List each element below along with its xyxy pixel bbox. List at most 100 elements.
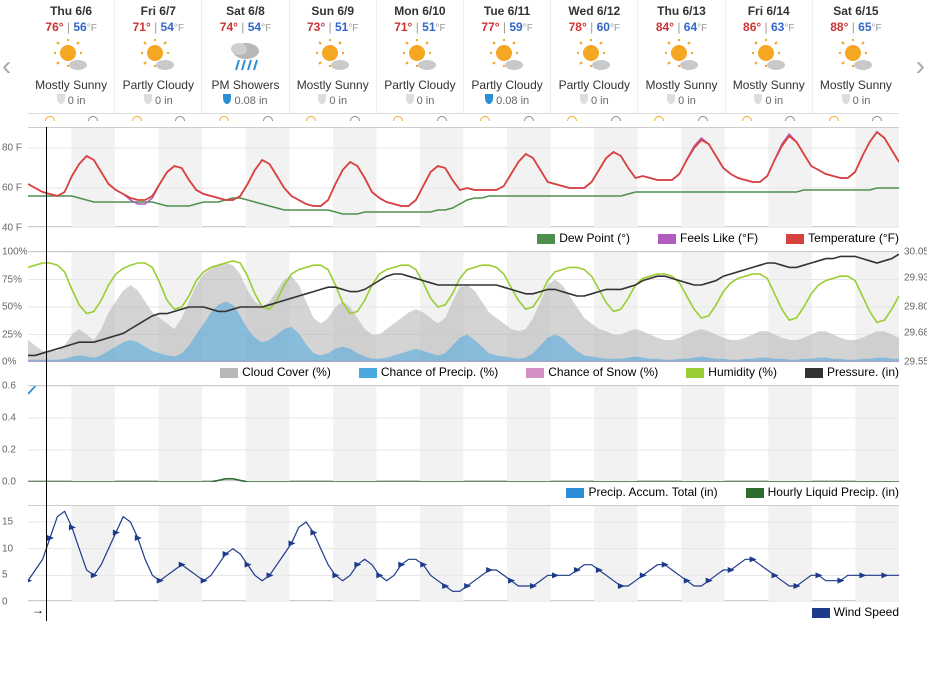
temp-unit: °F bbox=[697, 23, 707, 34]
low-temp: 51 bbox=[335, 20, 348, 34]
temp-unit: °F bbox=[523, 23, 533, 34]
high-temp: 78° bbox=[569, 20, 587, 34]
temp-unit: °F bbox=[174, 23, 184, 34]
weather-icon bbox=[551, 36, 637, 76]
next-arrow[interactable]: › bbox=[916, 50, 925, 82]
axis-tick-label: 100% bbox=[2, 247, 28, 258]
precip-label: 0.08 in bbox=[202, 94, 288, 107]
day-column[interactable]: Sun 6/9 73° | 51°F Mostly Sunny 0 in bbox=[290, 0, 377, 113]
raindrop-icon bbox=[57, 94, 65, 104]
day-column[interactable]: Tue 6/11 77° | 59°F Partly Cloudy 0.08 i… bbox=[464, 0, 551, 113]
weather-icon bbox=[464, 36, 550, 76]
condition-label: Partly Cloudy bbox=[115, 78, 201, 92]
condition-label: Partly Cloudy bbox=[377, 78, 463, 92]
axis-tick-label: 25% bbox=[2, 329, 22, 340]
high-temp: 86° bbox=[743, 20, 761, 34]
temp-unit: °F bbox=[87, 23, 97, 34]
low-temp: 59 bbox=[509, 20, 522, 34]
day-temps: 74° | 54°F bbox=[202, 20, 288, 34]
day-temps: 77° | 59°F bbox=[464, 20, 550, 34]
day-temps: 71° | 54°F bbox=[115, 20, 201, 34]
legend-swatch bbox=[537, 234, 555, 244]
sunrise-icon bbox=[480, 116, 490, 121]
day-label: Tue 6/11 bbox=[464, 4, 550, 18]
precip-label: 0 in bbox=[551, 94, 637, 107]
moonrise-icon bbox=[88, 116, 98, 121]
legend-swatch bbox=[526, 368, 544, 378]
day-column[interactable]: Thu 6/13 84° | 64°F Mostly Sunny 0 in bbox=[638, 0, 725, 113]
sun-moon-cell bbox=[376, 114, 463, 123]
legend-swatch bbox=[686, 368, 704, 378]
sunrise-icon bbox=[742, 116, 752, 121]
legend-item: Chance of Precip. (%) bbox=[345, 365, 498, 379]
moonrise-icon bbox=[350, 116, 360, 121]
day-temps: 76° | 56°F bbox=[28, 20, 114, 34]
condition-label: Mostly Sunny bbox=[290, 78, 376, 92]
legend-swatch bbox=[359, 368, 377, 378]
temp-unit: °F bbox=[348, 23, 358, 34]
charts-area: 40 F60 F80 F Dew Point (°)Feels Like (°F… bbox=[28, 127, 899, 621]
moonrise-icon bbox=[872, 116, 882, 121]
day-column[interactable]: Fri 6/14 86° | 63°F Mostly Sunny 0 in bbox=[726, 0, 813, 113]
day-column[interactable]: Mon 6/10 71° | 51°F Partly Cloudy 0 in bbox=[377, 0, 464, 113]
prev-arrow[interactable]: ‹ bbox=[2, 50, 11, 82]
sunrise-icon bbox=[567, 116, 577, 121]
low-temp: 56 bbox=[73, 20, 86, 34]
axis-tick-label: 30.05 bbox=[904, 247, 927, 258]
legend-swatch bbox=[786, 234, 804, 244]
high-temp: 74° bbox=[220, 20, 238, 34]
sun-moon-cell bbox=[289, 114, 376, 123]
temperature-chart: 40 F60 F80 F bbox=[28, 127, 899, 227]
low-temp: 51 bbox=[422, 20, 435, 34]
condition-label: Mostly Sunny bbox=[638, 78, 724, 92]
raindrop-icon bbox=[754, 94, 762, 104]
day-label: Fri 6/14 bbox=[726, 4, 812, 18]
axis-tick-label: 60 F bbox=[2, 183, 22, 194]
low-temp: 54 bbox=[161, 20, 174, 34]
legend-wind: Wind Speed bbox=[28, 601, 899, 621]
low-temp: 64 bbox=[684, 20, 697, 34]
precip-label: 0 in bbox=[638, 94, 724, 107]
day-column[interactable]: Fri 6/7 71° | 54°F Partly Cloudy 0 in bbox=[115, 0, 202, 113]
condition-label: Partly Cloudy bbox=[551, 78, 637, 92]
weather-icon bbox=[638, 36, 724, 76]
axis-tick-label: 29.80 bbox=[904, 302, 927, 313]
legend-swatch bbox=[812, 608, 830, 618]
legend-temperature: Dew Point (°)Feels Like (°F)Temperature … bbox=[28, 227, 899, 247]
high-temp: 71° bbox=[133, 20, 151, 34]
day-column[interactable]: Wed 6/12 78° | 60°F Partly Cloudy 0 in bbox=[551, 0, 638, 113]
day-column[interactable]: Thu 6/6 76° | 56°F Mostly Sunny 0 in bbox=[28, 0, 115, 113]
sun-moon-row bbox=[28, 114, 899, 123]
axis-tick-label: 75% bbox=[2, 274, 22, 285]
sunrise-icon bbox=[306, 116, 316, 121]
legend-item: Precip. Accum. Total (in) bbox=[552, 485, 717, 499]
axis-tick-label: 5 bbox=[2, 570, 8, 581]
precip-label: 0 in bbox=[28, 94, 114, 107]
weather-icon bbox=[813, 36, 899, 76]
day-column[interactable]: Sat 6/8 74° | 54°F PM Showers 0.08 in bbox=[202, 0, 289, 113]
legend-item: Temperature (°F) bbox=[772, 231, 899, 245]
day-label: Mon 6/10 bbox=[377, 4, 463, 18]
temp-unit: °F bbox=[784, 23, 794, 34]
legend-item: Cloud Cover (%) bbox=[206, 365, 331, 379]
axis-tick-label: 80 F bbox=[2, 143, 22, 154]
raindrop-icon bbox=[144, 94, 152, 104]
axis-tick-label: 15 bbox=[2, 517, 13, 528]
day-column[interactable]: Sat 6/15 88° | 65°F Mostly Sunny 0 in bbox=[813, 0, 899, 113]
axis-tick-label: 40 F bbox=[2, 223, 22, 234]
legend-swatch bbox=[220, 368, 238, 378]
high-temp: 77° bbox=[481, 20, 499, 34]
sun-moon-cell bbox=[202, 114, 289, 123]
legend-swatch bbox=[566, 488, 584, 498]
legend-item: Hourly Liquid Precip. (in) bbox=[732, 485, 899, 499]
sun-moon-cell bbox=[551, 114, 638, 123]
temp-unit: °F bbox=[872, 23, 882, 34]
high-temp: 88° bbox=[830, 20, 848, 34]
condition-label: Mostly Sunny bbox=[813, 78, 899, 92]
precip-label: 0 in bbox=[290, 94, 376, 107]
temp-unit: °F bbox=[610, 23, 620, 34]
temp-unit: °F bbox=[261, 23, 271, 34]
day-temps: 86° | 63°F bbox=[726, 20, 812, 34]
moonrise-icon bbox=[611, 116, 621, 121]
high-temp: 76° bbox=[45, 20, 63, 34]
